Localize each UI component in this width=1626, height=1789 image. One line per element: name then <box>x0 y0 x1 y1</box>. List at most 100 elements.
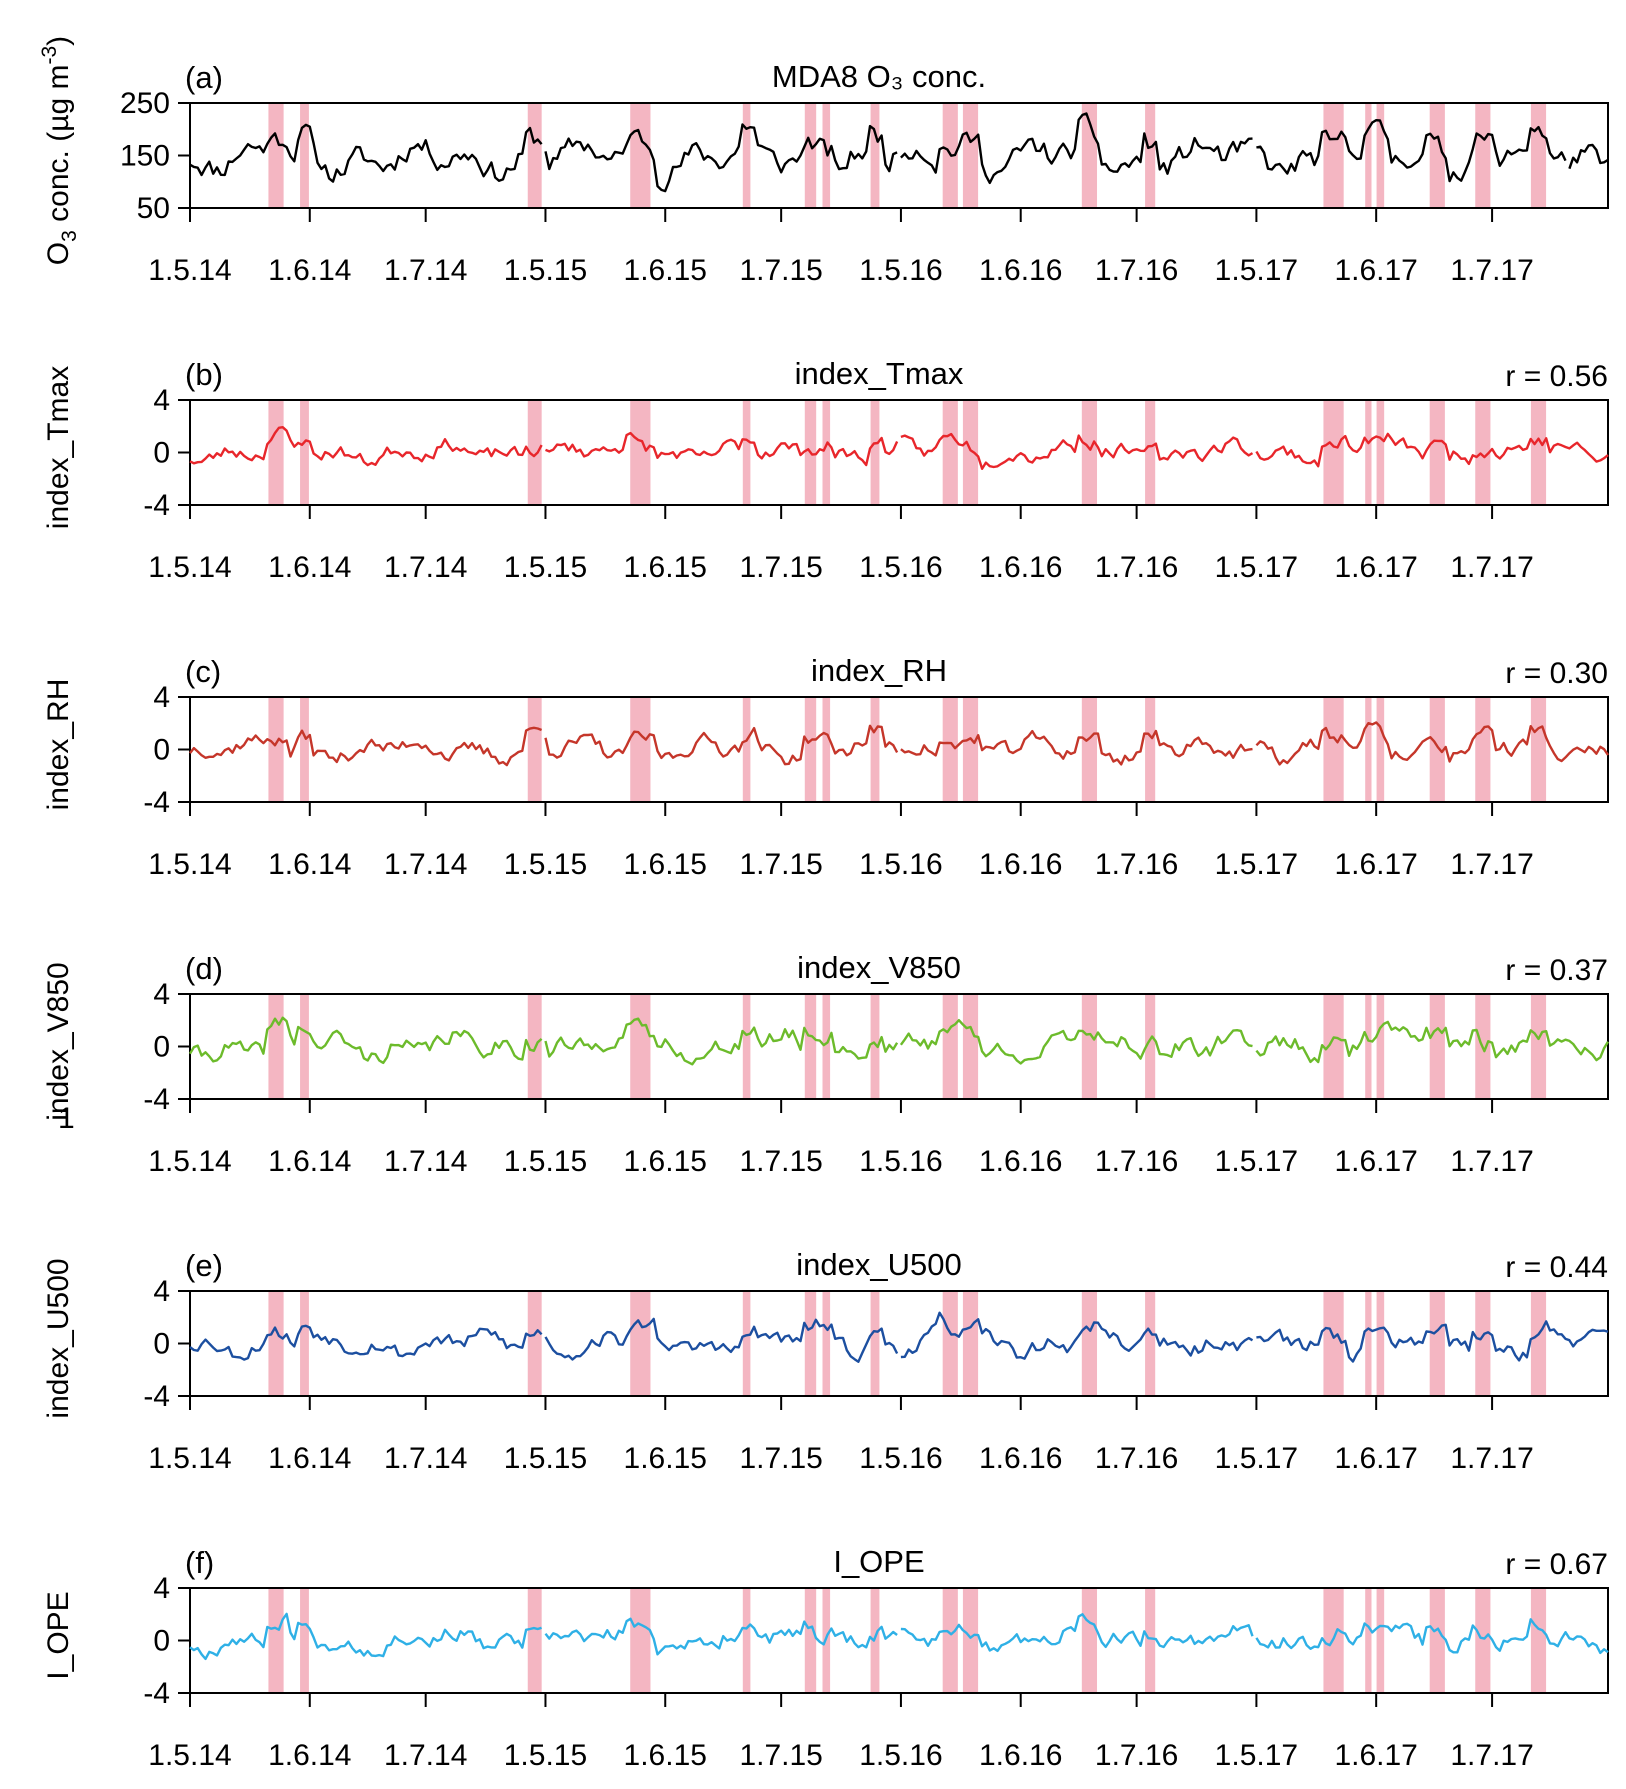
highlight-band <box>1081 697 1098 802</box>
highlight-band <box>1081 1291 1098 1396</box>
series-line <box>545 431 899 467</box>
highlight-band <box>742 103 751 208</box>
y-tick-label: -4 <box>143 1083 170 1116</box>
series-line <box>189 726 543 767</box>
highlight-band <box>804 1588 817 1693</box>
series-line <box>544 1317 899 1363</box>
series-line <box>188 1016 543 1065</box>
panel-e: 4 0 -4 1.5.14 1.6.14 1.7.14 1.5.15 1.6.15 1.7.15… <box>42 1247 1609 1475</box>
panel-label: (e) <box>185 1248 223 1283</box>
x-tick-label: 1.6.16 <box>979 551 1062 584</box>
series-line <box>900 1613 1254 1653</box>
highlight-band <box>300 400 309 505</box>
highlight-band <box>1376 400 1385 505</box>
x-tick-label: 1.6.15 <box>624 551 707 584</box>
x-tick-label: 1.6.14 <box>268 1145 351 1178</box>
highlight-band <box>300 1291 309 1396</box>
highlight-band <box>1365 697 1372 802</box>
x-tick-label: 1.6.17 <box>1334 551 1417 584</box>
highlight-band <box>1376 1291 1385 1396</box>
x-tick-label: 1.5.16 <box>859 254 942 287</box>
y-tick-label: 4 <box>153 384 170 417</box>
highlight-band <box>804 994 817 1099</box>
x-tick-label: 1.6.15 <box>624 848 707 881</box>
highlight-band <box>942 400 958 505</box>
highlight-band <box>942 994 958 1099</box>
y-axis-label: index_Tmax <box>42 366 75 529</box>
x-tick-label: 1.6.17 <box>1334 1442 1417 1475</box>
highlight-band <box>630 697 651 802</box>
x-tick-label: 1.7.15 <box>739 848 822 881</box>
highlight-band <box>1145 400 1156 505</box>
highlight-band <box>300 994 309 1099</box>
highlight-band <box>822 994 831 1099</box>
highlight-band <box>1081 400 1098 505</box>
series-line <box>1255 721 1609 766</box>
highlight-band <box>300 103 309 208</box>
series-line <box>189 123 543 183</box>
x-tick-label: 1.7.14 <box>384 1145 467 1178</box>
plot-frame <box>189 1587 1609 1694</box>
highlight-band <box>1475 103 1491 208</box>
x-tick-label: 1.5.14 <box>148 1145 231 1178</box>
x-tick-label: 1.5.17 <box>1215 1145 1298 1178</box>
highlight-band <box>962 994 979 1099</box>
y-tick-label: 250 <box>120 87 170 120</box>
highlight-band <box>1530 400 1547 505</box>
highlight-band <box>742 1291 751 1396</box>
y-tick-label: -4 <box>143 489 170 522</box>
x-tick-label: 1.5.16 <box>859 551 942 584</box>
x-tick-label: 1.6.17 <box>1334 1145 1417 1178</box>
highlight-band <box>527 1588 542 1693</box>
highlight-band <box>870 994 880 1099</box>
x-tick-label: 1.5.15 <box>504 1145 587 1178</box>
panel-a: 250 150 50 1.5.14 1.6.14 1.7.14 1.5.15 1.6.15 1.… <box>38 36 1609 287</box>
highlight-band <box>1475 1588 1491 1693</box>
highlight-band <box>268 1588 284 1693</box>
highlight-band <box>962 400 979 505</box>
x-tick-label: 1.6.15 <box>624 1442 707 1475</box>
panel-f: 4 0 -4 1.5.14 1.6.14 1.7.14 1.5.15 1.6.15 1.7.15… <box>42 1544 1609 1772</box>
highlight-band <box>1429 994 1445 1099</box>
highlight-band <box>1365 994 1372 1099</box>
highlight-band <box>1429 400 1445 505</box>
y-tick-label: -4 <box>143 786 170 819</box>
highlight-band <box>1081 1588 1098 1693</box>
series-line <box>900 432 1254 470</box>
highlight-band <box>962 103 979 208</box>
highlight-band <box>1081 994 1098 1099</box>
x-tick-label: 1.6.17 <box>1334 848 1417 881</box>
highlight-band <box>1429 1588 1445 1693</box>
highlight-band <box>1429 1291 1445 1396</box>
highlight-band <box>300 1588 309 1693</box>
x-tick-label: 1.7.15 <box>739 551 822 584</box>
highlight-band <box>742 400 751 505</box>
panel-d: 4 0 -4 1.5.14 1.6.14 1.7.14 1.5.15 1.6.15 1.7.15… <box>42 950 1610 1178</box>
series-line <box>1256 1320 1609 1363</box>
highlight-band <box>822 1291 831 1396</box>
series-line <box>1255 1618 1609 1655</box>
series-line <box>544 1017 899 1066</box>
series-line <box>189 426 543 467</box>
x-tick-label: 1.5.16 <box>859 1739 942 1772</box>
x-tick-label: 1.5.15 <box>504 1442 587 1475</box>
highlight-band <box>1530 697 1547 802</box>
x-tick-label: 1.6.17 <box>1334 254 1417 287</box>
highlight-band <box>1081 103 1098 208</box>
x-tick-label: 1.5.15 <box>504 848 587 881</box>
x-tick-label: 1.5.14 <box>148 848 231 881</box>
x-tick-label: 1.7.14 <box>384 254 467 287</box>
y-tick-label: -4 <box>143 1677 170 1710</box>
series-line <box>900 729 1253 766</box>
highlight-band <box>870 697 880 802</box>
x-tick-label: 1.5.15 <box>504 1739 587 1772</box>
highlight-band <box>870 400 880 505</box>
highlight-band <box>1145 103 1156 208</box>
highlight-band <box>1376 1588 1385 1693</box>
x-tick-label: 1.6.15 <box>624 1739 707 1772</box>
y-axis-label: O3 conc. (µg m-3) <box>38 36 81 265</box>
highlight-band <box>962 697 979 802</box>
x-tick-label: 1.6.16 <box>979 1442 1062 1475</box>
x-tick-label: 1.7.17 <box>1450 254 1533 287</box>
highlight-band <box>1376 994 1385 1099</box>
